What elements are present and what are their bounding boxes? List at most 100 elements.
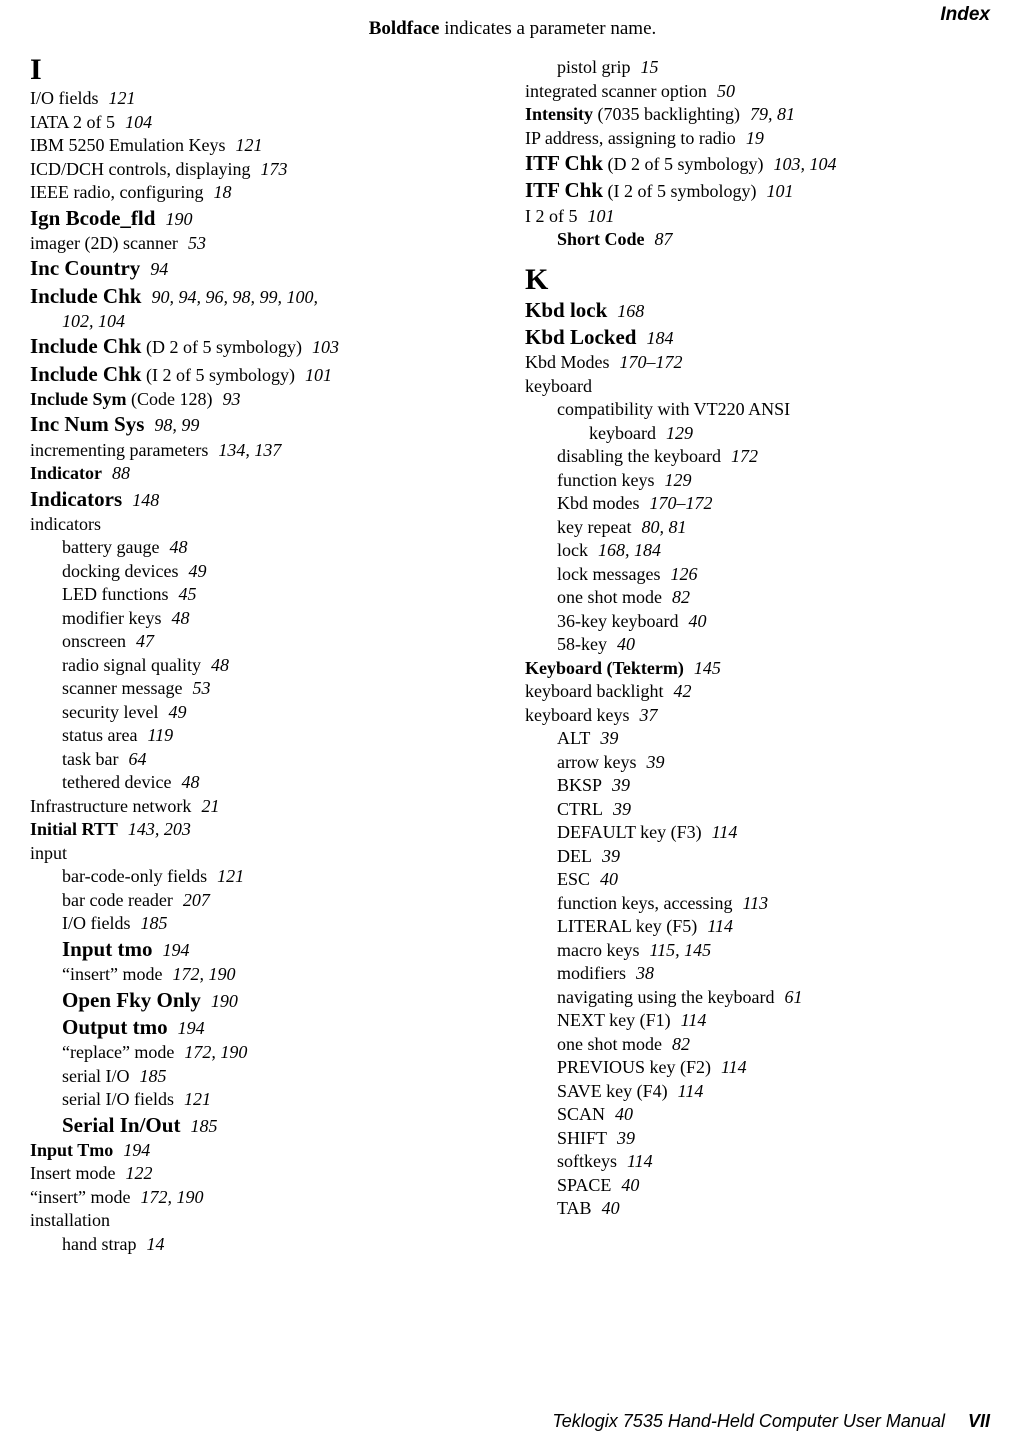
index-entry: Kbd Locked184 bbox=[525, 324, 995, 350]
index-term: ICD/DCH controls, displaying bbox=[30, 159, 251, 179]
page-ref: 122 bbox=[115, 1163, 152, 1183]
index-entry: disabling the keyboard172 bbox=[525, 445, 995, 468]
index-entry: LED functions45 bbox=[30, 583, 500, 606]
page-ref: 103 bbox=[302, 337, 339, 357]
index-entry: softkeys114 bbox=[525, 1150, 995, 1173]
index-term: Include Sym bbox=[30, 389, 127, 409]
index-entry: IEEE radio, configuring18 bbox=[30, 181, 500, 204]
page-ref: 39 bbox=[607, 1128, 635, 1148]
page-ref: 53 bbox=[182, 678, 210, 698]
index-term: Kbd lock bbox=[525, 298, 607, 322]
index-entry: Indicators148 bbox=[30, 486, 500, 512]
index-entry: Keyboard (Tekterm)145 bbox=[525, 657, 995, 680]
page-ref: 190 bbox=[201, 991, 238, 1011]
index-term: LED functions bbox=[62, 584, 168, 604]
page-ref: 119 bbox=[137, 725, 173, 745]
index-term: onscreen bbox=[62, 631, 126, 651]
right-entries-K: Kbd lock168Kbd Locked184Kbd Modes170–172… bbox=[525, 297, 995, 1220]
index-entry: SHIFT39 bbox=[525, 1127, 995, 1150]
page-ref: 172 bbox=[721, 446, 758, 466]
page-ref: 21 bbox=[191, 796, 219, 816]
index-entry: docking devices49 bbox=[30, 560, 500, 583]
index-term: “replace” mode bbox=[62, 1042, 174, 1062]
index-entry: task bar64 bbox=[30, 748, 500, 771]
index-entry: Include Chk (I 2 of 5 symbology)101 bbox=[30, 361, 500, 387]
page-ref: 129 bbox=[656, 423, 693, 443]
page-ref: 48 bbox=[201, 655, 229, 675]
index-term: Include Chk bbox=[30, 284, 141, 308]
index-term: Serial In/Out bbox=[62, 1113, 180, 1137]
index-entry: bar code reader207 bbox=[30, 889, 500, 912]
index-entry: macro keys115, 145 bbox=[525, 939, 995, 962]
page-ref: 101 bbox=[757, 181, 794, 201]
index-term: IBM 5250 Emulation Keys bbox=[30, 135, 226, 155]
index-term: Initial RTT bbox=[30, 819, 118, 839]
index-entry: integrated scanner option50 bbox=[525, 80, 995, 103]
page-ref: 190 bbox=[155, 209, 192, 229]
index-term: bar-code-only fields bbox=[62, 866, 207, 886]
page-ref: 18 bbox=[203, 182, 231, 202]
page-ref: 47 bbox=[126, 631, 154, 651]
index-term-suffix: (D 2 of 5 symbology) bbox=[603, 154, 764, 174]
index-entry: IBM 5250 Emulation Keys121 bbox=[30, 134, 500, 157]
index-entry: Inc Country94 bbox=[30, 255, 500, 281]
index-term: tethered device bbox=[62, 772, 171, 792]
index-term: Kbd Modes bbox=[525, 352, 610, 372]
index-term: imager (2D) scanner bbox=[30, 233, 178, 253]
index-term: disabling the keyboard bbox=[557, 446, 721, 466]
running-header: Index bbox=[940, 4, 990, 26]
index-entry: arrow keys39 bbox=[525, 751, 995, 774]
page-ref: 82 bbox=[662, 1034, 690, 1054]
page-ref: 184 bbox=[636, 328, 673, 348]
index-entry: NEXT key (F1)114 bbox=[525, 1009, 995, 1032]
index-entry: tethered device48 bbox=[30, 771, 500, 794]
index-term-suffix: (I 2 of 5 symbology) bbox=[141, 365, 294, 385]
page-ref: 114 bbox=[671, 1010, 707, 1030]
page-ref: 129 bbox=[654, 470, 691, 490]
index-entry: Indicator88 bbox=[30, 462, 500, 485]
index-term: integrated scanner option bbox=[525, 81, 707, 101]
index-term: navigating using the keyboard bbox=[557, 987, 774, 1007]
index-term: Kbd Locked bbox=[525, 325, 636, 349]
index-entry: compatibility with VT220 ANSI bbox=[525, 398, 995, 421]
page-ref: 172, 190 bbox=[162, 964, 235, 984]
page-ref: 61 bbox=[774, 987, 802, 1007]
page-ref: 143, 203 bbox=[118, 819, 191, 839]
index-entry: I/O fields185 bbox=[30, 912, 500, 935]
index-term: ITF Chk bbox=[525, 178, 603, 202]
index-entry: ESC40 bbox=[525, 868, 995, 891]
page-ref: 148 bbox=[122, 490, 159, 510]
index-entry: key repeat80, 81 bbox=[525, 516, 995, 539]
page-ref: 170–172 bbox=[640, 493, 713, 513]
index-term: security level bbox=[62, 702, 158, 722]
page-ref: 101 bbox=[295, 365, 332, 385]
index-term: keyboard keys bbox=[525, 705, 629, 725]
index-entry: pistol grip15 bbox=[525, 56, 995, 79]
page-ref: 38 bbox=[626, 963, 654, 983]
index-term: I/O fields bbox=[62, 913, 130, 933]
index-term: ESC bbox=[557, 869, 590, 889]
page-ref: 15 bbox=[631, 57, 659, 77]
index-term: IP address, assigning to radio bbox=[525, 128, 736, 148]
page-ref: 19 bbox=[736, 128, 764, 148]
page-ref: 194 bbox=[113, 1140, 150, 1160]
index-term: I/O fields bbox=[30, 88, 98, 108]
index-term: compatibility with VT220 ANSI bbox=[557, 399, 790, 419]
page-ref: 64 bbox=[118, 749, 146, 769]
index-entry: Include Chk90, 94, 96, 98, 99, 100, bbox=[30, 283, 500, 309]
index-term-suffix: (I 2 of 5 symbology) bbox=[603, 181, 756, 201]
index-term: IATA 2 of 5 bbox=[30, 112, 115, 132]
page-ref: 82 bbox=[662, 587, 690, 607]
page-ref: 103, 104 bbox=[764, 154, 837, 174]
index-term-suffix: (7035 backlighting) bbox=[593, 104, 740, 124]
page-ref: 185 bbox=[129, 1066, 166, 1086]
page-ref: 121 bbox=[98, 88, 135, 108]
index-term: PREVIOUS key (F2) bbox=[557, 1057, 711, 1077]
page-ref: 114 bbox=[702, 822, 738, 842]
index-entry: 58-key40 bbox=[525, 633, 995, 656]
index-entry: Input Tmo194 bbox=[30, 1139, 500, 1162]
page-ref: 42 bbox=[663, 681, 691, 701]
index-term: BKSP bbox=[557, 775, 602, 795]
index-entry: bar-code-only fields121 bbox=[30, 865, 500, 888]
index-term: Include Chk bbox=[30, 334, 141, 358]
